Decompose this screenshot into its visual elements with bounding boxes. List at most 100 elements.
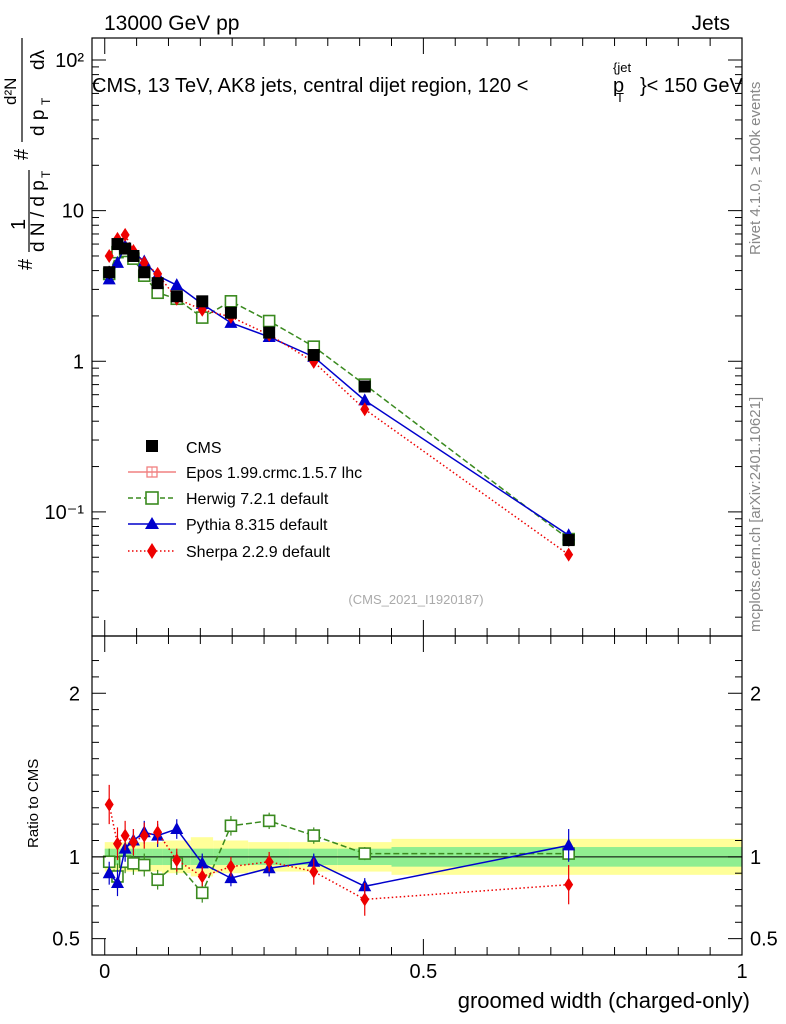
series-sherpa	[104, 227, 574, 562]
ratio-point-sherpa	[360, 892, 370, 907]
data-point-data	[138, 266, 151, 279]
legend-label-epos: Epos 1.99.crmc.1.5.7 lhc	[186, 465, 362, 482]
header-right: Jets	[691, 12, 730, 35]
ratio-point-sherpa	[128, 835, 138, 850]
x-tick-label: 0.5	[409, 961, 437, 983]
legend-entry-epos: Epos 1.99.crmc.1.5.7 lhc	[128, 465, 362, 482]
ratio-point-herwig	[224, 819, 238, 833]
data-point-sherpa	[360, 402, 370, 417]
ratio-point-pythia	[170, 822, 184, 835]
y-tick-label: 10⁻¹	[45, 502, 85, 524]
ratio-y-tick-label: 0.5	[52, 929, 80, 951]
plot-title: CMS, 13 TeV, AK8 jets, central dijet reg…	[92, 60, 744, 105]
header-left: 13000 GeV pp	[104, 12, 239, 35]
ylabel-dlambda: dλ	[28, 49, 49, 70]
ratio-point-sherpa	[139, 828, 149, 843]
data-point-pythia	[358, 393, 372, 406]
ratio-y-tick-label: 1	[69, 847, 80, 869]
legend-marker-herwig	[145, 491, 159, 505]
data-point-data	[127, 249, 140, 262]
legend-label-sherpa: Sherpa 2.2.9 default	[186, 544, 331, 561]
ratio-uncertainty-bands	[92, 837, 742, 877]
data-point-data	[151, 277, 164, 290]
title-sup: {jet	[613, 60, 631, 75]
data-point-sherpa	[564, 547, 574, 562]
ylabel-dpt-sub: T	[39, 97, 53, 105]
title-p: p	[613, 75, 624, 97]
ylabel-dpt: d p	[28, 110, 49, 136]
ratio-point-herwig	[151, 873, 164, 887]
ratio-series-sherpa	[104, 784, 574, 916]
legend-entry-herwig: Herwig 7.2.1 default	[128, 491, 329, 508]
ratio-point-sherpa	[264, 854, 274, 869]
ylabel-hash2: #	[11, 148, 33, 160]
y-tick-label: 1	[73, 351, 84, 373]
ratio-point-herwig	[137, 858, 151, 872]
y-tick-label: 10	[62, 201, 84, 223]
ratio-point-herwig	[127, 857, 140, 870]
data-point-data	[103, 266, 116, 279]
y-tick-label: 10²	[55, 50, 84, 72]
data-point-data	[307, 349, 320, 362]
ylabel-hash1: #	[15, 258, 37, 270]
ratio-plot-frame	[91, 635, 743, 956]
data-point-data	[170, 290, 183, 303]
legend-entry-pythia: Pythia 8.315 default	[128, 517, 328, 534]
ratio-point-herwig	[358, 847, 372, 860]
ratio-point-sherpa	[226, 859, 236, 874]
ratio-point-herwig	[195, 886, 209, 900]
analysis-watermark: (CMS_2021_I1920187)	[348, 592, 483, 607]
ylabel-frac-den: d N / d p	[28, 180, 49, 252]
legend-entry-cms: CMS	[146, 440, 222, 457]
legend-marker-pythia	[145, 517, 159, 529]
rivet-label: Rivet 4.1.0, ≥ 100k events	[747, 82, 764, 255]
data-point-data	[263, 326, 276, 339]
ratio-y-tick-label-right: 2	[750, 683, 761, 705]
data-point-pythia	[170, 278, 184, 291]
ratio-y-tick-label: 2	[69, 683, 80, 705]
ratio-point-sherpa	[564, 877, 574, 892]
ratio-point-sherpa	[197, 869, 207, 884]
y-axis-label: # 1 d N / d p T # d²N d p T dλ	[1, 38, 53, 270]
series-pythia	[102, 239, 576, 541]
ylabel-d2n: d²N	[1, 78, 20, 105]
title-main: CMS, 13 TeV, AK8 jets, central dijet reg…	[92, 75, 528, 97]
data-point-data	[224, 306, 237, 319]
ratio-point-herwig	[307, 829, 321, 842]
data-point-data	[358, 380, 371, 393]
data-point-data	[196, 295, 209, 308]
ratio-point-pythia	[224, 871, 238, 884]
series-layer	[102, 227, 576, 916]
legend-marker-cms	[146, 440, 158, 452]
ylabel-frac-num: 1	[8, 219, 30, 230]
legend-label-herwig: Herwig 7.2.1 default	[186, 491, 329, 508]
ratio-point-pythia	[102, 866, 116, 879]
legend-marker-sherpa	[147, 543, 157, 559]
ratio-point-herwig	[262, 814, 276, 828]
data-point-pythia	[110, 255, 124, 268]
legend-entry-sherpa: Sherpa 2.2.9 default	[128, 543, 331, 561]
legend-label-cms: CMS	[186, 440, 222, 457]
ratio-point-sherpa	[112, 836, 122, 851]
ratio-point-pythia	[562, 838, 576, 851]
ratio-point-sherpa	[309, 864, 319, 879]
data-point-sherpa	[104, 248, 114, 263]
title-end: }< 150 GeV	[640, 75, 744, 97]
ratio-y-tick-label-right: 1	[750, 847, 761, 869]
ratio-point-sherpa	[172, 853, 182, 868]
data-point-herwig	[262, 314, 276, 328]
ratio-point-sherpa	[153, 825, 163, 840]
x-tick-label: 1	[736, 961, 747, 983]
series-data	[103, 238, 575, 547]
ratio-y-axis-label: Ratio to CMS	[25, 759, 42, 848]
ratio-y-tick-label-right: 0.5	[750, 929, 778, 951]
x-tick-label: 0	[99, 961, 110, 983]
data-point-herwig	[224, 295, 238, 308]
ratio-point-sherpa	[104, 797, 114, 812]
legend: CMS Epos 1.99.crmc.1.5.7 lhc Herwig 7.2.…	[128, 440, 362, 561]
legend-label-pythia: Pythia 8.315 default	[186, 517, 328, 534]
data-point-data	[562, 534, 575, 547]
x-axis-label: groomed width (charged-only)	[458, 988, 750, 1013]
